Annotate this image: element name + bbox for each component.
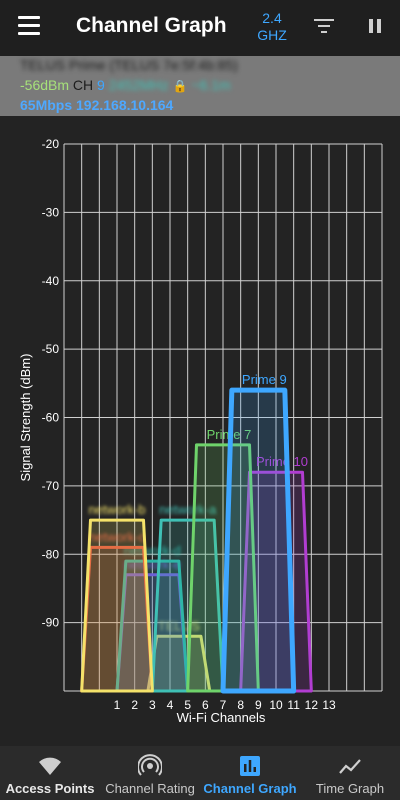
- nav-label-time-graph: Time Graph: [315, 781, 385, 796]
- series-label: Prime 9: [242, 372, 287, 387]
- ssid-row: TELUS Prime (TELUS 7e:5f:4b:85): [20, 57, 238, 73]
- line-chart-icon: [339, 759, 361, 774]
- channel-series-4: [80, 518, 154, 693]
- x-tick-label: 3: [149, 698, 156, 712]
- y-tick-label: -60: [42, 411, 60, 425]
- x-tick-label: 6: [202, 698, 209, 712]
- nav-access-points[interactable]: Access Points: [0, 746, 100, 800]
- nav-time-graph[interactable]: Time Graph: [300, 746, 400, 800]
- channel-graph[interactable]: -20 -30 -40 -50 -60 -70 -80 -90 1 2 3 4 5 6 7 8 9 10 11 12 1…: [0, 116, 400, 746]
- x-tick-label: 4: [167, 698, 174, 712]
- channel-label: CH: [72, 77, 94, 93]
- series-label: Prime 10: [256, 454, 308, 469]
- nav-label-channel-rating: Channel Rating: [105, 781, 195, 796]
- pause-icon[interactable]: [366, 17, 384, 35]
- y-tick-label: -90: [42, 616, 60, 630]
- series-label: network-c: [89, 529, 146, 544]
- x-tick-label: 12: [305, 698, 319, 712]
- x-tick-label: 5: [184, 698, 191, 712]
- series-label: network-a: [159, 502, 217, 517]
- nav-label-access-points: Access Points: [5, 781, 95, 796]
- x-tick-label: 1: [114, 698, 121, 712]
- nav-label-channel-graph: Channel Graph: [203, 781, 297, 796]
- band-unit: GHZ: [257, 27, 287, 43]
- band-number: 2.4: [262, 10, 282, 26]
- distance: ~6.1m: [191, 77, 231, 93]
- page-title: Channel Graph: [76, 14, 227, 37]
- x-tick-label: 9: [255, 698, 262, 712]
- speed-ip-row: 65Mbps 192.168.10.164: [20, 97, 174, 113]
- series-label: network-b: [88, 502, 145, 517]
- y-tick-label: -70: [42, 479, 60, 493]
- y-axis-label: Signal Strength (dBm): [18, 354, 33, 482]
- y-tick-label: -80: [42, 547, 60, 561]
- nav-channel-rating[interactable]: Channel Rating: [100, 746, 200, 800]
- signal-strength: -56dBm: [20, 77, 70, 93]
- nav-channel-graph[interactable]: Channel Graph: [200, 746, 300, 800]
- x-tick-label: 13: [322, 698, 336, 712]
- menu-icon[interactable]: [18, 16, 40, 36]
- channel-graph-svg: -20-30-40-50-60-70-80-901 2 3 4 5 6 7 8 9 10 11 12 1…: [18, 137, 383, 725]
- signal-rating-icon: [138, 754, 162, 776]
- band-toggle[interactable]: 2.4 GHZ: [252, 10, 292, 44]
- lock-icon: 🔒: [172, 79, 188, 93]
- y-tick-label: -40: [42, 274, 60, 288]
- y-tick-label: -30: [42, 205, 60, 219]
- channel-series-0: [220, 387, 297, 694]
- connection-panel[interactable]: TELUS Prime (TELUS 7e:5f:4b:85) -56dBm C…: [0, 56, 400, 116]
- x-tick-label: 8: [237, 698, 244, 712]
- wifi-icon: [39, 757, 61, 775]
- x-axis-label: Wi-Fi Channels: [177, 710, 266, 725]
- filter-icon[interactable]: [314, 18, 334, 34]
- signal-row: -56dBm CH 9 2452MHz 🔒 ~6.1m: [20, 77, 231, 93]
- x-tick-label: 7: [220, 698, 227, 712]
- bar-chart-icon: [240, 756, 260, 776]
- bottom-nav: Access Points Channel Rating Channel Gra…: [0, 746, 400, 800]
- ssid-mac: TELUS Prime (TELUS 7e:5f:4b:85): [20, 57, 238, 73]
- x-tick-label: 10: [269, 698, 283, 712]
- app-bar: Channel Graph 2.4 GHZ: [0, 0, 400, 56]
- frequency: 2452MHz: [108, 77, 169, 93]
- x-tick-label: 2: [131, 698, 138, 712]
- y-tick-label: -50: [42, 342, 60, 356]
- x-tick-label: 11: [287, 698, 300, 712]
- y-tick-label: -20: [42, 137, 60, 151]
- channel-number: 9: [97, 77, 105, 93]
